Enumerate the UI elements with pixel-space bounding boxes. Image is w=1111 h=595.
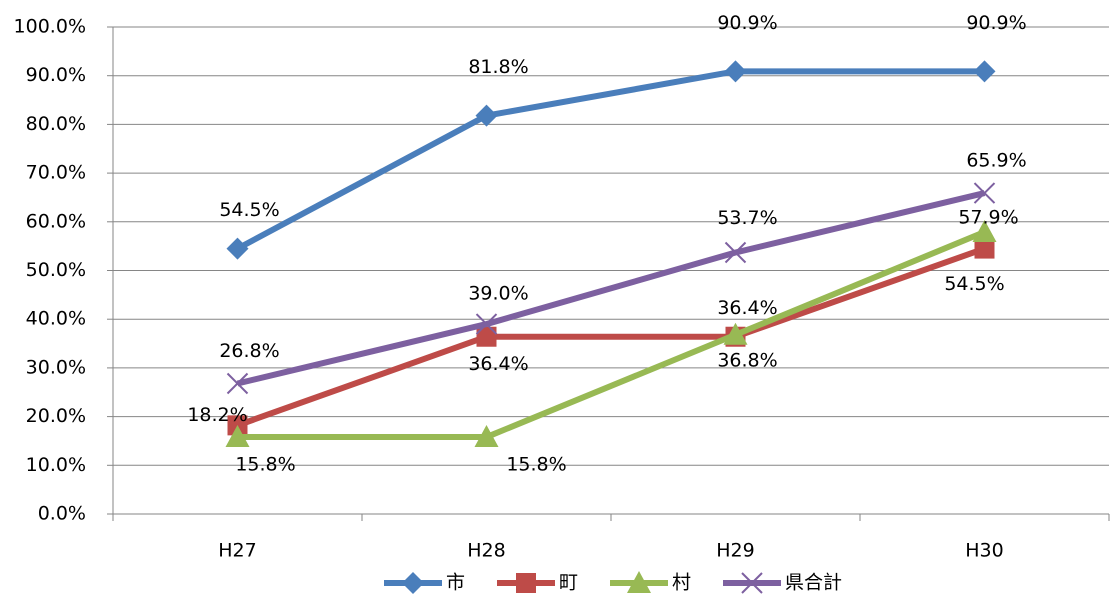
legend-item: 村	[610, 571, 691, 594]
marker	[226, 372, 249, 395]
marker	[476, 326, 497, 347]
data-label: 54.5%	[944, 273, 1004, 295]
data-label: 36.4%	[468, 353, 528, 375]
data-label: 65.9%	[966, 150, 1026, 172]
marker	[516, 573, 536, 593]
x-tick-label: H27	[218, 540, 256, 562]
legend-label: 市	[446, 572, 465, 594]
data-label: 90.9%	[717, 12, 777, 34]
legend-item: 県合計	[723, 572, 842, 594]
y-tick-label: 100.0%	[14, 16, 86, 38]
data-label: 26.8%	[219, 340, 279, 362]
x-tick-label: H30	[965, 540, 1003, 562]
marker	[973, 182, 996, 204]
marker	[741, 572, 763, 594]
marker	[972, 220, 997, 243]
y-tick-label: 70.0%	[26, 162, 86, 184]
data-label: 54.5%	[219, 199, 279, 221]
series-line	[236, 190, 986, 387]
marker	[724, 60, 747, 83]
data-label: 15.8%	[235, 454, 295, 476]
marker	[723, 322, 748, 345]
y-tick-label: 50.0%	[26, 259, 86, 281]
data-label: 15.8%	[506, 454, 566, 476]
data-label: 57.9%	[958, 207, 1018, 229]
y-tick-label: 90.0%	[26, 64, 86, 86]
series-line	[236, 68, 985, 252]
data-label: 90.9%	[966, 12, 1026, 34]
y-tick-label: 0.0%	[38, 503, 86, 525]
data-label: 53.7%	[717, 207, 777, 229]
data-label: 39.0%	[468, 283, 528, 305]
marker	[627, 571, 651, 593]
data-label: 81.8%	[468, 56, 528, 78]
marker	[974, 238, 995, 259]
x-tick-label: H29	[716, 540, 754, 562]
series-line	[236, 245, 986, 429]
x-tick-label: H28	[467, 540, 505, 562]
marker	[402, 572, 424, 594]
legend-label: 村	[672, 572, 691, 594]
y-tick-label: 60.0%	[26, 210, 86, 232]
y-tick-label: 80.0%	[26, 113, 86, 135]
y-tick-label: 20.0%	[26, 405, 86, 427]
data-label: 36.8%	[717, 349, 777, 371]
marker	[225, 425, 250, 448]
y-tick-label: 10.0%	[26, 454, 86, 476]
marker	[475, 313, 498, 335]
legend-label: 県合計	[785, 572, 842, 594]
legend-label: 町	[559, 572, 578, 594]
legend-item: 市	[384, 572, 465, 594]
marker	[724, 241, 747, 264]
marker	[474, 425, 499, 448]
series-line	[237, 229, 986, 441]
y-tick-label: 40.0%	[26, 308, 86, 330]
marker	[475, 104, 498, 127]
legend-item: 町	[497, 572, 578, 594]
marker	[226, 237, 249, 260]
marker	[973, 60, 996, 83]
data-label: 18.2%	[187, 404, 247, 426]
data-label: 36.4%	[717, 297, 777, 319]
y-tick-label: 30.0%	[26, 356, 86, 378]
